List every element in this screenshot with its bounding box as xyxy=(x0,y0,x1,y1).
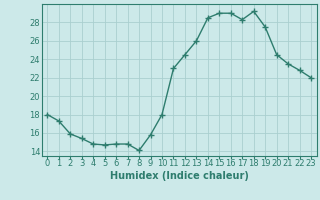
X-axis label: Humidex (Indice chaleur): Humidex (Indice chaleur) xyxy=(110,171,249,181)
